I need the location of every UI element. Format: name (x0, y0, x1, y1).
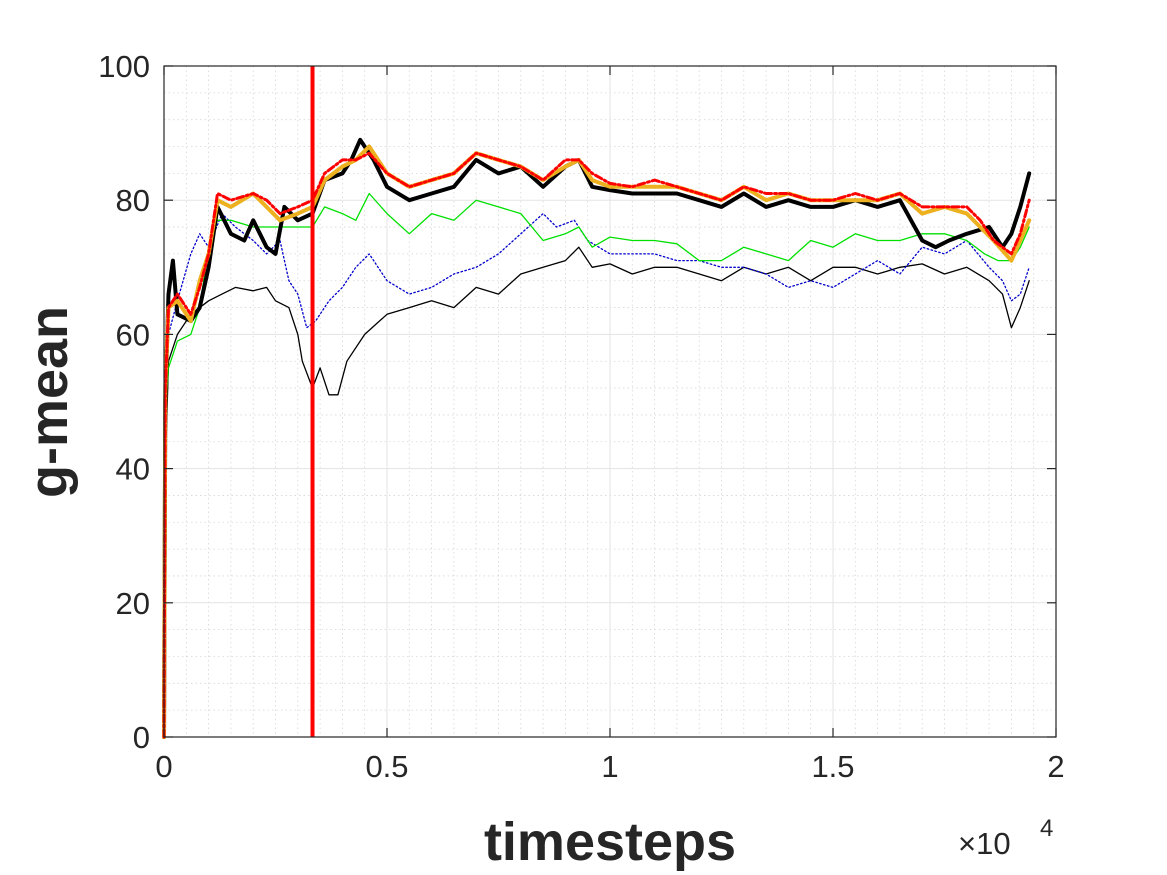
y-axis-title: g-mean (19, 306, 79, 498)
y-tick-label: 60 (116, 317, 150, 352)
major-grid (163, 65, 1057, 738)
exponent-base: ×10 (958, 826, 1011, 861)
y-tick-label: 20 (116, 586, 150, 621)
series-layer (162, 137, 1032, 739)
x-axis-title: timesteps (484, 812, 736, 872)
exponent-power: 4 (1040, 815, 1053, 842)
x-tick-label: 2 (1047, 749, 1064, 784)
x-tick-label: 0.5 (365, 749, 408, 784)
y-tick-labels: 0 20 40 60 80 100 (98, 49, 150, 755)
y-tick-label: 80 (116, 183, 150, 218)
tick-marks (163, 65, 1057, 738)
series-line-2 (163, 212, 1030, 738)
y-tick-label: 0 (133, 720, 150, 755)
x-tick-label: 1.5 (811, 749, 854, 784)
x-tick-label: 0 (155, 749, 172, 784)
y-tick-label: 40 (116, 452, 150, 487)
series-line-1 (163, 246, 1030, 738)
x-tick-label: 1 (601, 749, 618, 784)
y-tick-label: 100 (98, 49, 150, 84)
x-axis-exponent: ×10 4 (958, 815, 1053, 861)
series-line-3 (163, 192, 1030, 738)
series-line-4 (162, 137, 1032, 739)
series-line-6 (162, 151, 1031, 739)
x-tick-labels: 0 0.5 1 1.5 2 (155, 749, 1064, 784)
